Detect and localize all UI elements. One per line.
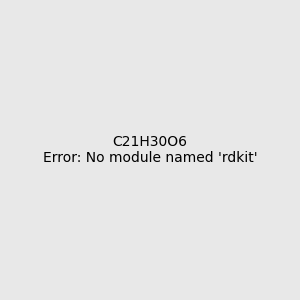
Text: C21H30O6
Error: No module named 'rdkit': C21H30O6 Error: No module named 'rdkit' xyxy=(43,135,257,165)
